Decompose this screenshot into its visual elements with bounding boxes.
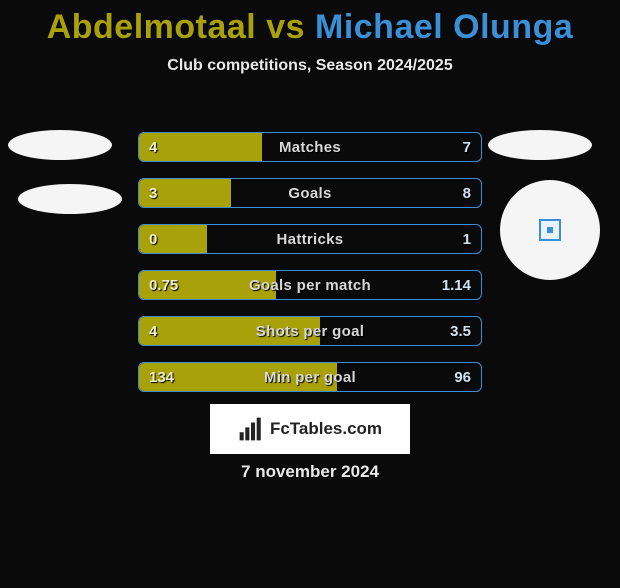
stat-value-right: 1.14	[442, 271, 471, 299]
stat-row: 0.75Goals per match1.14	[138, 270, 482, 300]
player2-club-badge-1	[488, 130, 592, 160]
placeholder-icon	[539, 219, 561, 241]
player2-club-badge-2	[500, 180, 600, 280]
stat-value-right: 3.5	[450, 317, 471, 345]
brand-text: FcTables.com	[270, 419, 382, 439]
stat-row: 134Min per goal96	[138, 362, 482, 392]
stat-label: Hattricks	[139, 225, 481, 253]
stat-label: Matches	[139, 133, 481, 161]
bars-icon	[238, 416, 264, 442]
stat-value-right: 1	[463, 225, 471, 253]
stat-row: 0Hattricks1	[138, 224, 482, 254]
stat-label: Shots per goal	[139, 317, 481, 345]
comparison-title: Abdelmotaal vs Michael Olunga	[0, 8, 620, 47]
stat-bars: 4Matches7 3Goals8 0Hattricks1 0.75Goals per…	[138, 132, 482, 408]
stat-value-right: 8	[463, 179, 471, 207]
player2-name: Michael Olunga	[315, 8, 573, 46]
stat-value-right: 96	[454, 363, 471, 391]
player1-club-badge-1	[8, 130, 112, 160]
stat-row: 4Shots per goal3.5	[138, 316, 482, 346]
stat-label: Goals per match	[139, 271, 481, 299]
stat-label: Goals	[139, 179, 481, 207]
vs-text: vs	[266, 8, 305, 46]
stat-row: 3Goals8	[138, 178, 482, 208]
date-text: 7 november 2024	[0, 462, 620, 482]
subtitle: Club competitions, Season 2024/2025	[0, 57, 620, 75]
stat-row: 4Matches7	[138, 132, 482, 162]
stat-value-right: 7	[463, 133, 471, 161]
brand-logo: FcTables.com	[210, 404, 410, 454]
player1-club-badge-2	[18, 184, 122, 214]
stat-label: Min per goal	[139, 363, 481, 391]
player1-name: Abdelmotaal	[47, 8, 257, 46]
